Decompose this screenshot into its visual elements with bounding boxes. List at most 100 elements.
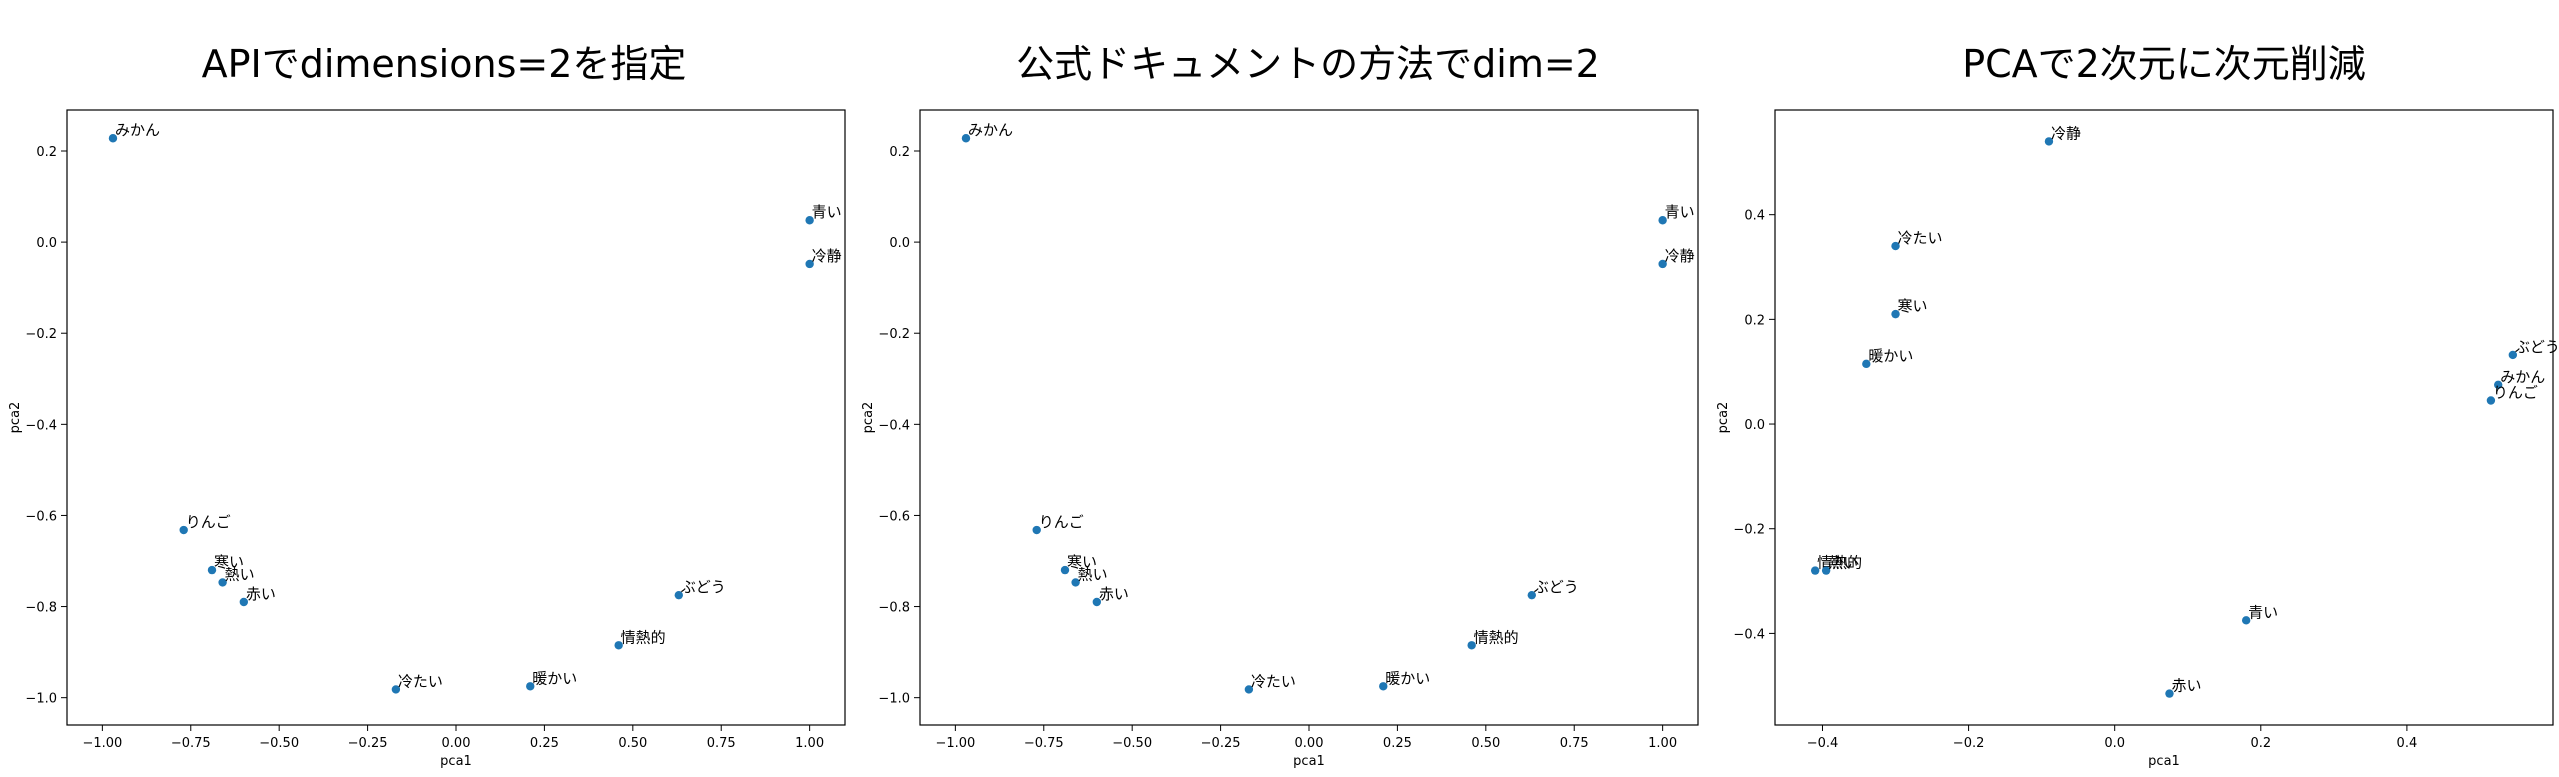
data-point xyxy=(1467,641,1476,650)
y-tick-label: −1.0 xyxy=(25,692,57,707)
plot-frame xyxy=(66,109,846,726)
point-label: 寒い xyxy=(1067,553,1097,571)
y-tick-label: −0.8 xyxy=(878,601,910,616)
y-tick-label: −0.2 xyxy=(25,327,57,342)
point-label: 冷たい xyxy=(1898,229,1943,247)
x-tick-label: 1.00 xyxy=(795,736,824,751)
x-axis-label: pca1 xyxy=(2148,754,2180,769)
x-tick-label: 0.0 xyxy=(2104,736,2125,751)
point-label: 青い xyxy=(1665,203,1695,221)
point-label: 熱い xyxy=(1078,565,1108,583)
data-point xyxy=(2486,396,2496,405)
y-tick-label: 0.4 xyxy=(1744,209,1765,224)
point-label: 寒い xyxy=(1898,297,1928,315)
y-tick-label: −0.4 xyxy=(1733,627,1765,642)
y-tick-label: −0.4 xyxy=(878,418,910,433)
data-point xyxy=(805,216,814,225)
data-point xyxy=(674,590,683,600)
point-label: 冷静 xyxy=(2051,124,2081,142)
x-tick-label: −1.00 xyxy=(82,736,122,751)
point-label: 冷たい xyxy=(1251,672,1296,690)
chart-title: APIでdimensions=2を指定 xyxy=(202,42,687,86)
data-point xyxy=(1810,566,1820,575)
x-tick-label: −0.50 xyxy=(259,736,299,751)
point-label: りんご xyxy=(2493,383,2538,401)
x-tick-label: −1.00 xyxy=(935,736,975,751)
data-point xyxy=(218,578,227,587)
data-point xyxy=(239,597,249,607)
data-point xyxy=(2494,380,2503,389)
data-point xyxy=(2241,616,2251,625)
point-label: りんご xyxy=(1039,513,1084,531)
data-point xyxy=(1658,259,1667,269)
x-tick-label: −0.25 xyxy=(348,736,388,751)
y-tick-label: −0.6 xyxy=(25,509,57,524)
data-point xyxy=(1891,241,1900,251)
data-point xyxy=(1821,566,1831,575)
data-point xyxy=(108,134,118,143)
data-point xyxy=(1060,565,1070,575)
point-label: 情熱的 xyxy=(621,628,666,646)
point-label: ぶどう xyxy=(681,578,726,596)
x-tick-label: 0.00 xyxy=(442,736,471,751)
panel-api-dimensions: APIでdimensions=2を指定 −1.00 −0.75 −0.50 −0.25 0… xyxy=(8,42,846,769)
data-point xyxy=(805,259,814,269)
y-tick-label: −0.4 xyxy=(25,418,57,433)
x-tick-label: 0.4 xyxy=(2397,736,2418,751)
point-label: ぶどう xyxy=(2515,338,2559,356)
x-tick-label: −0.2 xyxy=(1953,736,1985,751)
y-tick-label: 0.0 xyxy=(1744,418,1765,433)
data-point xyxy=(2044,137,2054,146)
y-tick-label: −0.6 xyxy=(878,509,910,524)
data-point xyxy=(1862,359,1871,369)
point-label: 赤い xyxy=(2171,677,2201,695)
data-point xyxy=(1092,597,1102,607)
point-label: 青い xyxy=(812,203,842,221)
data-point xyxy=(1891,309,1900,319)
point-label: みかん xyxy=(2500,368,2545,386)
x-tick-label: 0.50 xyxy=(618,736,647,751)
y-tick-label: 0.2 xyxy=(889,145,910,160)
x-tick-label: 0.75 xyxy=(707,736,736,751)
data-point xyxy=(961,134,971,143)
plot-frame xyxy=(919,109,1699,726)
point-label: 赤い xyxy=(1099,585,1129,603)
y-axis-label: pca2 xyxy=(861,402,876,434)
y-tick-label: −1.0 xyxy=(878,692,910,707)
x-tick-label: −0.75 xyxy=(1024,736,1064,751)
x-tick-label: 0.25 xyxy=(530,736,559,751)
point-label: 暖かい xyxy=(1385,669,1430,687)
point-label: 暖かい xyxy=(532,669,577,687)
point-label: 熱い xyxy=(225,565,255,583)
x-tick-label: 0.00 xyxy=(1295,736,1324,751)
point-label: ぶどう xyxy=(1534,578,1579,596)
y-tick-label: −0.2 xyxy=(1733,523,1765,538)
data-point xyxy=(526,682,535,691)
x-tick-label: 0.75 xyxy=(1560,736,1589,751)
data-point xyxy=(179,525,188,535)
x-axis-label: pca1 xyxy=(440,754,472,769)
data-point xyxy=(1658,216,1667,225)
data-point xyxy=(1527,590,1536,600)
chart-title: PCAで2次元に次元削減 xyxy=(1962,42,2366,86)
x-tick-label: 1.00 xyxy=(1648,736,1677,751)
point-label: 赤い xyxy=(246,585,276,603)
y-tick-label: 0.0 xyxy=(36,236,57,251)
chart-title: 公式ドキュメントの方法でdim=2 xyxy=(1016,42,1600,86)
x-tick-label: 0.2 xyxy=(2250,736,2271,751)
point-label: 冷たい xyxy=(398,672,443,690)
y-tick-label: 0.2 xyxy=(1744,313,1765,328)
point-label: 冷静 xyxy=(1665,247,1695,265)
point-label: 情熱的 xyxy=(1474,628,1519,646)
y-tick-label: −0.2 xyxy=(878,327,910,342)
x-tick-label: 0.25 xyxy=(1383,736,1412,751)
x-tick-label: −0.50 xyxy=(1112,736,1152,751)
point-label: みかん xyxy=(968,121,1013,139)
data-point xyxy=(207,565,217,575)
data-point xyxy=(1071,578,1080,587)
data-point xyxy=(391,685,401,694)
point-label: みかん xyxy=(115,121,160,139)
x-axis-label: pca1 xyxy=(1293,754,1325,769)
point-label: りんご xyxy=(186,513,231,531)
